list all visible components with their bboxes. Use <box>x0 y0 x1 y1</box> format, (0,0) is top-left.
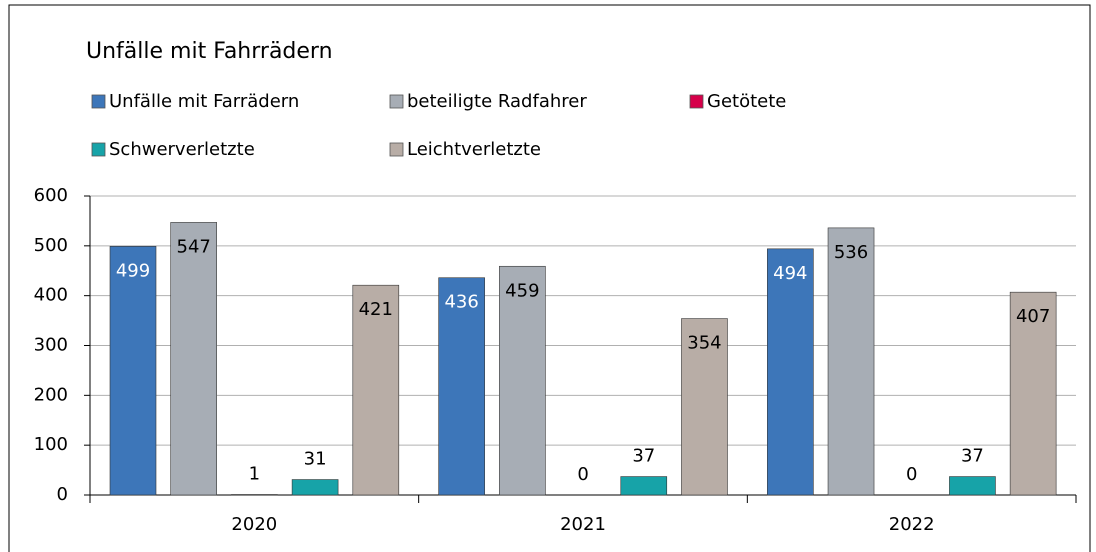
y-tick-label: 600 <box>34 185 68 206</box>
legend-swatch <box>389 142 404 157</box>
value-label: 547 <box>177 236 211 257</box>
y-tick-label: 300 <box>34 335 68 356</box>
legend-swatch <box>91 142 106 157</box>
legend-swatch <box>689 94 704 109</box>
bar <box>949 476 996 496</box>
bar <box>291 479 339 496</box>
x-tick-label: 2022 <box>889 514 935 535</box>
value-label: 407 <box>1016 306 1050 327</box>
value-label: 436 <box>444 292 478 313</box>
bar <box>499 265 546 496</box>
bar <box>620 476 668 496</box>
value-label: 354 <box>687 333 721 354</box>
legend-label: Schwerverletzte <box>109 139 255 160</box>
bar <box>170 222 217 496</box>
y-tick-label: 200 <box>34 384 68 405</box>
value-label: 459 <box>505 280 539 301</box>
value-label: 536 <box>834 242 868 263</box>
value-label: 421 <box>359 299 393 320</box>
value-label: 499 <box>116 260 150 281</box>
x-tick-label: 2020 <box>231 514 277 535</box>
legend-swatch <box>389 94 404 109</box>
legend-label: Leichtverletzte <box>407 139 541 160</box>
bar <box>352 284 400 496</box>
frame <box>8 4 1091 552</box>
value-label: 0 <box>577 464 588 485</box>
y-tick-label: 400 <box>34 285 68 306</box>
legend-label: Getötete <box>707 91 786 112</box>
bar <box>681 318 728 496</box>
bar <box>109 246 157 496</box>
chart-title: Unfälle mit Fahrrädern <box>86 39 333 64</box>
value-label: 1 <box>249 464 260 485</box>
legend-label: beteiligte Radfahrer <box>407 91 587 112</box>
value-label: 494 <box>773 263 807 284</box>
value-label: 37 <box>961 446 984 467</box>
y-tick-label: 0 <box>57 484 68 505</box>
bar <box>438 277 485 496</box>
legend-label: Unfälle mit Farrädern <box>109 91 299 112</box>
x-tick-label: 2021 <box>560 514 606 535</box>
bar <box>827 227 875 496</box>
value-label: 31 <box>304 449 327 470</box>
y-tick-label: 500 <box>34 235 68 256</box>
bar <box>767 248 814 496</box>
value-label: 0 <box>906 464 917 485</box>
value-label: 37 <box>632 446 655 467</box>
y-tick-label: 100 <box>34 434 68 455</box>
legend-swatch <box>91 94 106 109</box>
bar <box>1009 291 1057 496</box>
